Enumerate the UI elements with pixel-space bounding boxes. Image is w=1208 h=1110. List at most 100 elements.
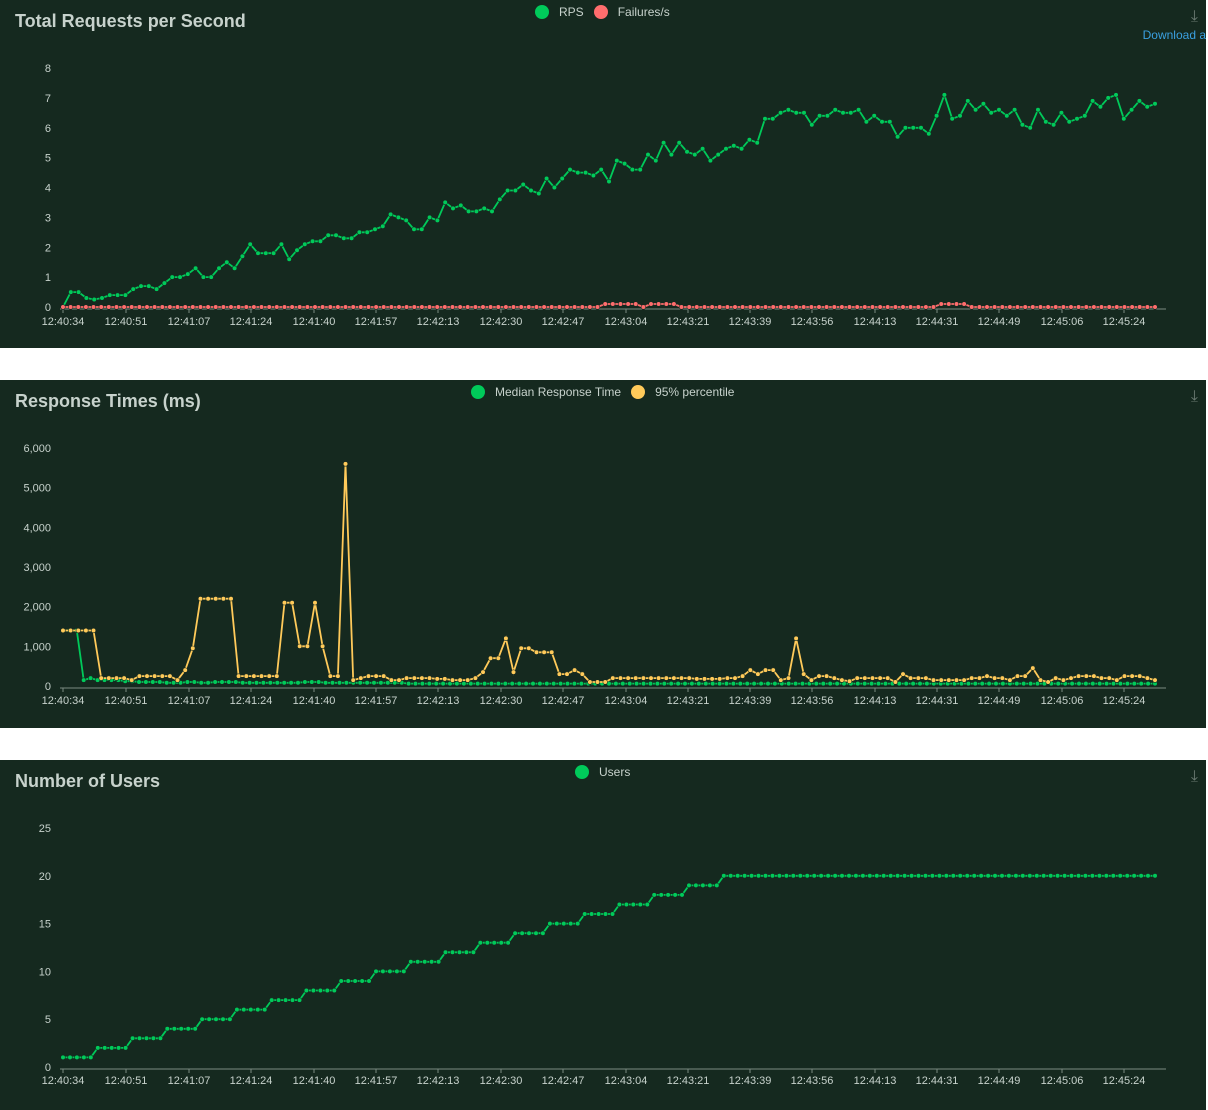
users-point[interactable] <box>338 978 344 984</box>
failures-s-point[interactable] <box>1144 304 1150 310</box>
rps-point[interactable] <box>75 289 82 295</box>
rps-point[interactable] <box>894 134 901 140</box>
failures-s-point[interactable] <box>365 304 372 310</box>
failures-s-point[interactable] <box>785 304 792 310</box>
rps-point[interactable] <box>83 295 89 301</box>
median-response-time-point[interactable] <box>461 681 467 687</box>
median-response-time-point[interactable] <box>433 681 439 687</box>
failures-s-point[interactable] <box>381 304 387 310</box>
95-percentile-point[interactable] <box>381 673 387 679</box>
95-percentile-point[interactable] <box>625 675 631 681</box>
failures-s-point[interactable] <box>640 304 647 310</box>
users-point[interactable] <box>352 978 358 984</box>
users-point[interactable] <box>1103 873 1109 879</box>
download-link[interactable]: Download a <box>1142 28 1206 42</box>
users-point[interactable] <box>1075 873 1082 879</box>
median-response-time-point[interactable] <box>1117 681 1123 687</box>
users-point[interactable] <box>825 873 831 879</box>
users-point[interactable] <box>540 930 546 936</box>
median-response-time-point[interactable] <box>689 681 695 687</box>
median-response-time-point[interactable] <box>475 681 481 687</box>
failures-s-point[interactable] <box>274 304 280 310</box>
95-percentile-point[interactable] <box>1045 679 1051 685</box>
failures-s-point[interactable] <box>533 304 540 310</box>
users-point[interactable] <box>171 1026 177 1032</box>
95-percentile-point[interactable] <box>1106 675 1112 681</box>
median-response-time-point[interactable] <box>1034 681 1041 687</box>
users-point[interactable] <box>429 959 435 965</box>
failures-s-point[interactable] <box>610 301 616 307</box>
failures-s-point[interactable] <box>1152 304 1158 310</box>
users-point[interactable] <box>874 873 880 879</box>
users-point[interactable] <box>721 873 727 879</box>
95-percentile-point[interactable] <box>1129 673 1135 679</box>
rps-point[interactable] <box>941 92 948 98</box>
users-point[interactable] <box>943 873 949 879</box>
users-point[interactable] <box>262 1007 268 1013</box>
rps-point[interactable] <box>1058 110 1064 116</box>
users-point[interactable] <box>415 959 421 965</box>
rps-point[interactable] <box>988 110 994 116</box>
failures-s-point[interactable] <box>75 304 81 310</box>
median-response-time-point[interactable] <box>191 679 197 685</box>
rps-point[interactable] <box>793 110 799 116</box>
failures-s-point[interactable] <box>174 304 181 310</box>
failures-s-point[interactable] <box>327 304 333 310</box>
median-response-time-point[interactable] <box>212 679 218 685</box>
users-point[interactable] <box>192 1026 198 1032</box>
rps-point[interactable] <box>816 113 823 119</box>
users-point[interactable] <box>303 987 310 994</box>
median-response-time-point[interactable] <box>557 681 564 687</box>
rps-point[interactable] <box>1152 101 1158 107</box>
failures-s-point[interactable] <box>106 304 112 310</box>
users-point[interactable] <box>609 911 616 917</box>
failures-s-point[interactable] <box>251 304 257 310</box>
95-percentile-point[interactable] <box>419 675 425 681</box>
95-percentile-point[interactable] <box>258 673 265 679</box>
failures-s-point[interactable] <box>915 304 921 310</box>
rps-point[interactable] <box>621 161 628 167</box>
95-percentile-point[interactable] <box>678 675 685 681</box>
failures-s-point[interactable] <box>999 304 1005 310</box>
95-percentile-point[interactable] <box>213 596 219 602</box>
rps-point[interactable] <box>980 101 987 107</box>
legend-p95-swatch[interactable] <box>631 385 646 399</box>
rps-point[interactable] <box>676 140 682 146</box>
failures-s-point[interactable] <box>228 304 234 310</box>
rps-point[interactable] <box>395 214 402 220</box>
median-response-time-point[interactable] <box>136 679 142 685</box>
failures-s-point[interactable] <box>480 304 486 310</box>
failures-s-point[interactable] <box>167 304 173 310</box>
failures-s-point[interactable] <box>236 304 242 310</box>
rps-point[interactable] <box>879 119 885 125</box>
legend-failures-label[interactable]: Failures/s <box>617 5 670 19</box>
95-percentile-point[interactable] <box>98 675 104 681</box>
users-point[interactable] <box>157 1035 163 1041</box>
users-point[interactable] <box>380 968 386 974</box>
median-response-time-point[interactable] <box>364 680 370 686</box>
users-point[interactable] <box>1082 873 1088 879</box>
users-point[interactable] <box>1131 873 1137 879</box>
95-percentile-point[interactable] <box>404 675 410 681</box>
95-percentile-point[interactable] <box>594 679 601 685</box>
users-point[interactable] <box>234 1007 240 1013</box>
failures-s-point[interactable] <box>976 304 983 310</box>
users-point[interactable] <box>693 882 699 888</box>
rps-point[interactable] <box>232 265 238 271</box>
95-percentile-point[interactable] <box>488 655 494 661</box>
median-response-time-point[interactable] <box>482 681 488 687</box>
95-percentile-point[interactable] <box>457 677 463 683</box>
users-point[interactable] <box>602 911 609 917</box>
95-percentile-point[interactable] <box>159 673 165 679</box>
rps-point[interactable] <box>512 187 519 194</box>
rps-point[interactable] <box>380 223 386 229</box>
95-percentile-point[interactable] <box>1068 675 1074 681</box>
users-point[interactable] <box>442 949 449 955</box>
users-point[interactable] <box>679 892 685 898</box>
rps-point[interactable] <box>996 107 1002 113</box>
95-percentile-point[interactable] <box>579 671 585 677</box>
rps-point[interactable] <box>107 292 113 298</box>
rps-point[interactable] <box>1128 107 1135 113</box>
rps-point[interactable] <box>333 232 339 238</box>
users-point[interactable] <box>561 921 567 927</box>
